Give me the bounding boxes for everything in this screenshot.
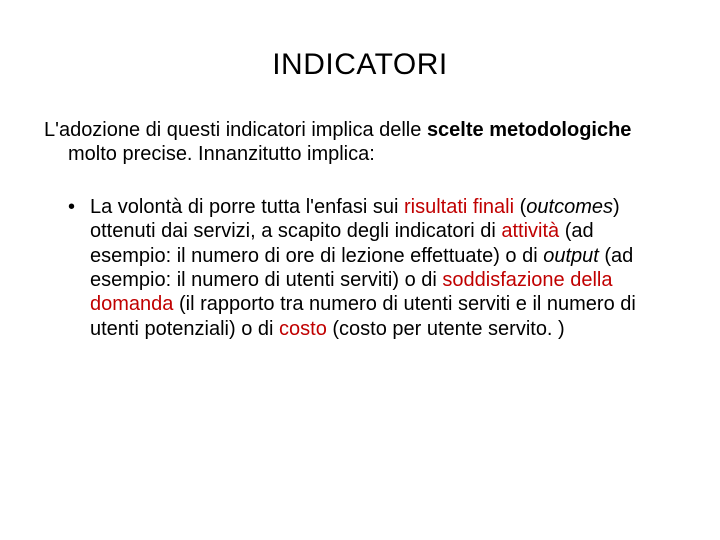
b-t13: (costo per utente servito. )	[327, 318, 565, 340]
slide-title: INDICATORI	[44, 48, 676, 82]
bullet-list: La volontà di porre tutta l'enfasi sui r…	[44, 195, 676, 341]
b-risultati: risultati finali	[404, 196, 514, 218]
bullet-item: La volontà di porre tutta l'enfasi sui r…	[68, 195, 676, 341]
intro-text-1: L'adozione di questi indicatori implica …	[44, 119, 427, 141]
b-outcomes: outcomes	[526, 196, 613, 218]
b-t1: La volontà di porre tutta l'enfasi sui	[90, 196, 404, 218]
slide: INDICATORI L'adozione di questi indicato…	[0, 0, 720, 540]
intro-text-3: molto precise. Innanzitutto implica:	[68, 143, 375, 165]
b-costo: costo	[279, 318, 327, 340]
b-output: output	[543, 245, 599, 267]
b-t3: (	[514, 196, 526, 218]
b-attivita: attività	[501, 220, 559, 242]
intro-bold: scelte metodologiche	[427, 119, 632, 141]
intro-paragraph: L'adozione di questi indicatori implica …	[44, 118, 676, 167]
